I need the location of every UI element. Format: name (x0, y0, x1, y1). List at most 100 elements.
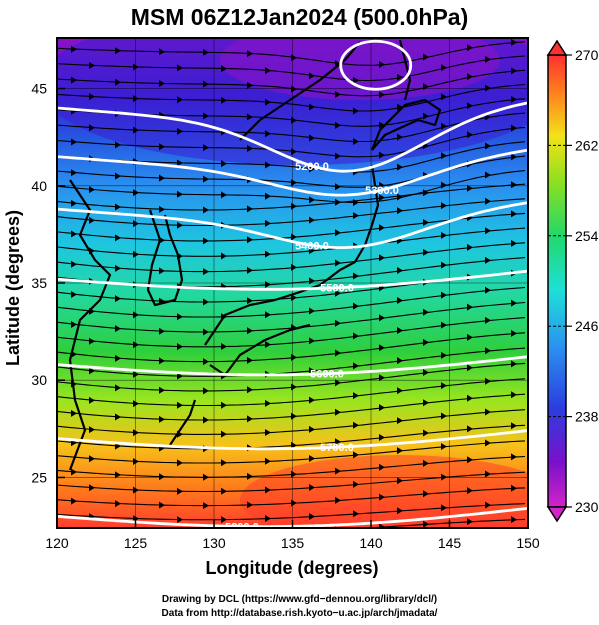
streamline-arrow (133, 95, 139, 103)
streamline-arrow (177, 221, 183, 229)
streamline-arrow (423, 83, 429, 91)
streamline-arrow (379, 91, 385, 99)
streamline-arrow (71, 290, 77, 298)
streamline-arrow (203, 387, 209, 395)
streamline-arrow (221, 401, 227, 409)
streamline-arrow (71, 76, 77, 84)
streamline-arrow (265, 428, 271, 436)
y-tick-label: 35 (31, 275, 47, 291)
streamline-arrow (159, 48, 165, 56)
x-axis-ticks: 120 125 130 135 140 145 150 (45, 520, 540, 551)
streamline-arrow (159, 267, 165, 275)
streamline-arrow (221, 459, 227, 467)
streamline-arrow (397, 447, 403, 455)
streamline-arrow (89, 93, 95, 101)
streamline-arrow (335, 467, 341, 475)
streamline-arrow (511, 239, 517, 247)
streamline-arrow (203, 298, 209, 306)
x-tick-label: 145 (438, 535, 462, 551)
streamline-arrow (115, 529, 121, 536)
contour-label: 5700.0 (320, 442, 354, 454)
streamline-arrow (71, 497, 77, 505)
streamline-arrow (441, 351, 447, 359)
streamline-arrow (177, 313, 183, 321)
streamline-arrow (441, 93, 447, 101)
contour-label: 5200.0 (295, 161, 329, 173)
streamline-arrow (485, 142, 491, 150)
streamline-arrow (423, 399, 429, 407)
streamline-arrow (115, 295, 121, 303)
streamline-arrow (203, 112, 209, 120)
streamline-arrow (397, 73, 403, 81)
streamline-arrow (335, 408, 341, 416)
streamline-arrow (397, 417, 403, 425)
streamline-arrow (247, 81, 253, 89)
streamline-arrow (247, 356, 253, 364)
streamline-arrow (397, 327, 403, 335)
streamline-arrow (423, 369, 429, 377)
streamline-arrow (71, 230, 77, 238)
streamline-arrow (89, 61, 95, 69)
x-tick-label: 135 (281, 535, 305, 551)
streamline-arrow (265, 457, 271, 465)
streamline-arrow (133, 429, 139, 437)
streamline-arrow (291, 353, 297, 361)
y-tick-label: 30 (31, 372, 47, 388)
streamline-arrow (467, 518, 473, 526)
streamline-arrow (335, 379, 341, 387)
streamline-arrow (291, 383, 297, 391)
streamline-arrow (467, 333, 473, 341)
streamline-arrow (485, 316, 491, 324)
streamline-arrow (203, 473, 209, 481)
streamline-arrow (353, 362, 359, 370)
streamline-arrow (89, 216, 95, 224)
wind-streamlines (57, 38, 526, 537)
streamline-arrow (423, 490, 429, 498)
streamline-arrow (247, 530, 253, 537)
streamline-arrow (89, 124, 95, 132)
streamline-arrow (265, 486, 271, 494)
streamline-arrow (89, 484, 95, 492)
streamline-arrow (177, 96, 183, 104)
credit-drawing: Drawing by DCL (https://www.gfd−dennou.o… (161, 594, 438, 605)
streamline-arrow (485, 84, 491, 92)
streamline-arrow (221, 160, 227, 168)
streamline-arrow (467, 131, 473, 139)
contour-line (57, 101, 528, 173)
y-tick-label: 40 (31, 178, 47, 194)
streamline-arrow (133, 341, 139, 349)
streamline-arrow (467, 425, 473, 433)
streamline-arrow (71, 138, 77, 146)
streamline-arrow (291, 179, 297, 187)
streamline-arrow (335, 198, 341, 206)
streamline-arrow (203, 268, 209, 276)
streamline-arrow (291, 85, 297, 93)
streamline-arrow (177, 401, 183, 409)
streamline-arrow (133, 63, 139, 71)
streamline-arrow (203, 237, 209, 245)
streamline-arrow (353, 480, 359, 488)
streamline-arrow (467, 73, 473, 81)
streamline-arrow (485, 408, 491, 416)
streamline-arrow (353, 302, 359, 310)
streamline-arrow (353, 510, 359, 518)
streamline-arrow (159, 473, 165, 481)
streamline-arrow (115, 172, 121, 180)
streamline-arrow (159, 80, 165, 88)
streamline-arrow (441, 202, 447, 210)
streamline-arrow (221, 343, 227, 351)
streamline-arrow (379, 151, 385, 159)
height-contours: 5200.0 5300.0 5400.0 5500.0 5600.0 5700.0 5800… (57, 39, 528, 528)
streamline-arrow (441, 152, 447, 160)
streamline-arrow (379, 121, 385, 129)
streamline-arrow (221, 487, 227, 495)
streamline-arrow (265, 399, 271, 407)
contour-line (57, 148, 528, 197)
streamline-arrow (309, 425, 315, 433)
streamline-arrow (397, 357, 403, 365)
streamline-arrow (309, 277, 315, 285)
streamline-arrow (159, 174, 165, 182)
hokkaido-coast (370, 98, 442, 151)
streamline-arrow (353, 107, 359, 115)
